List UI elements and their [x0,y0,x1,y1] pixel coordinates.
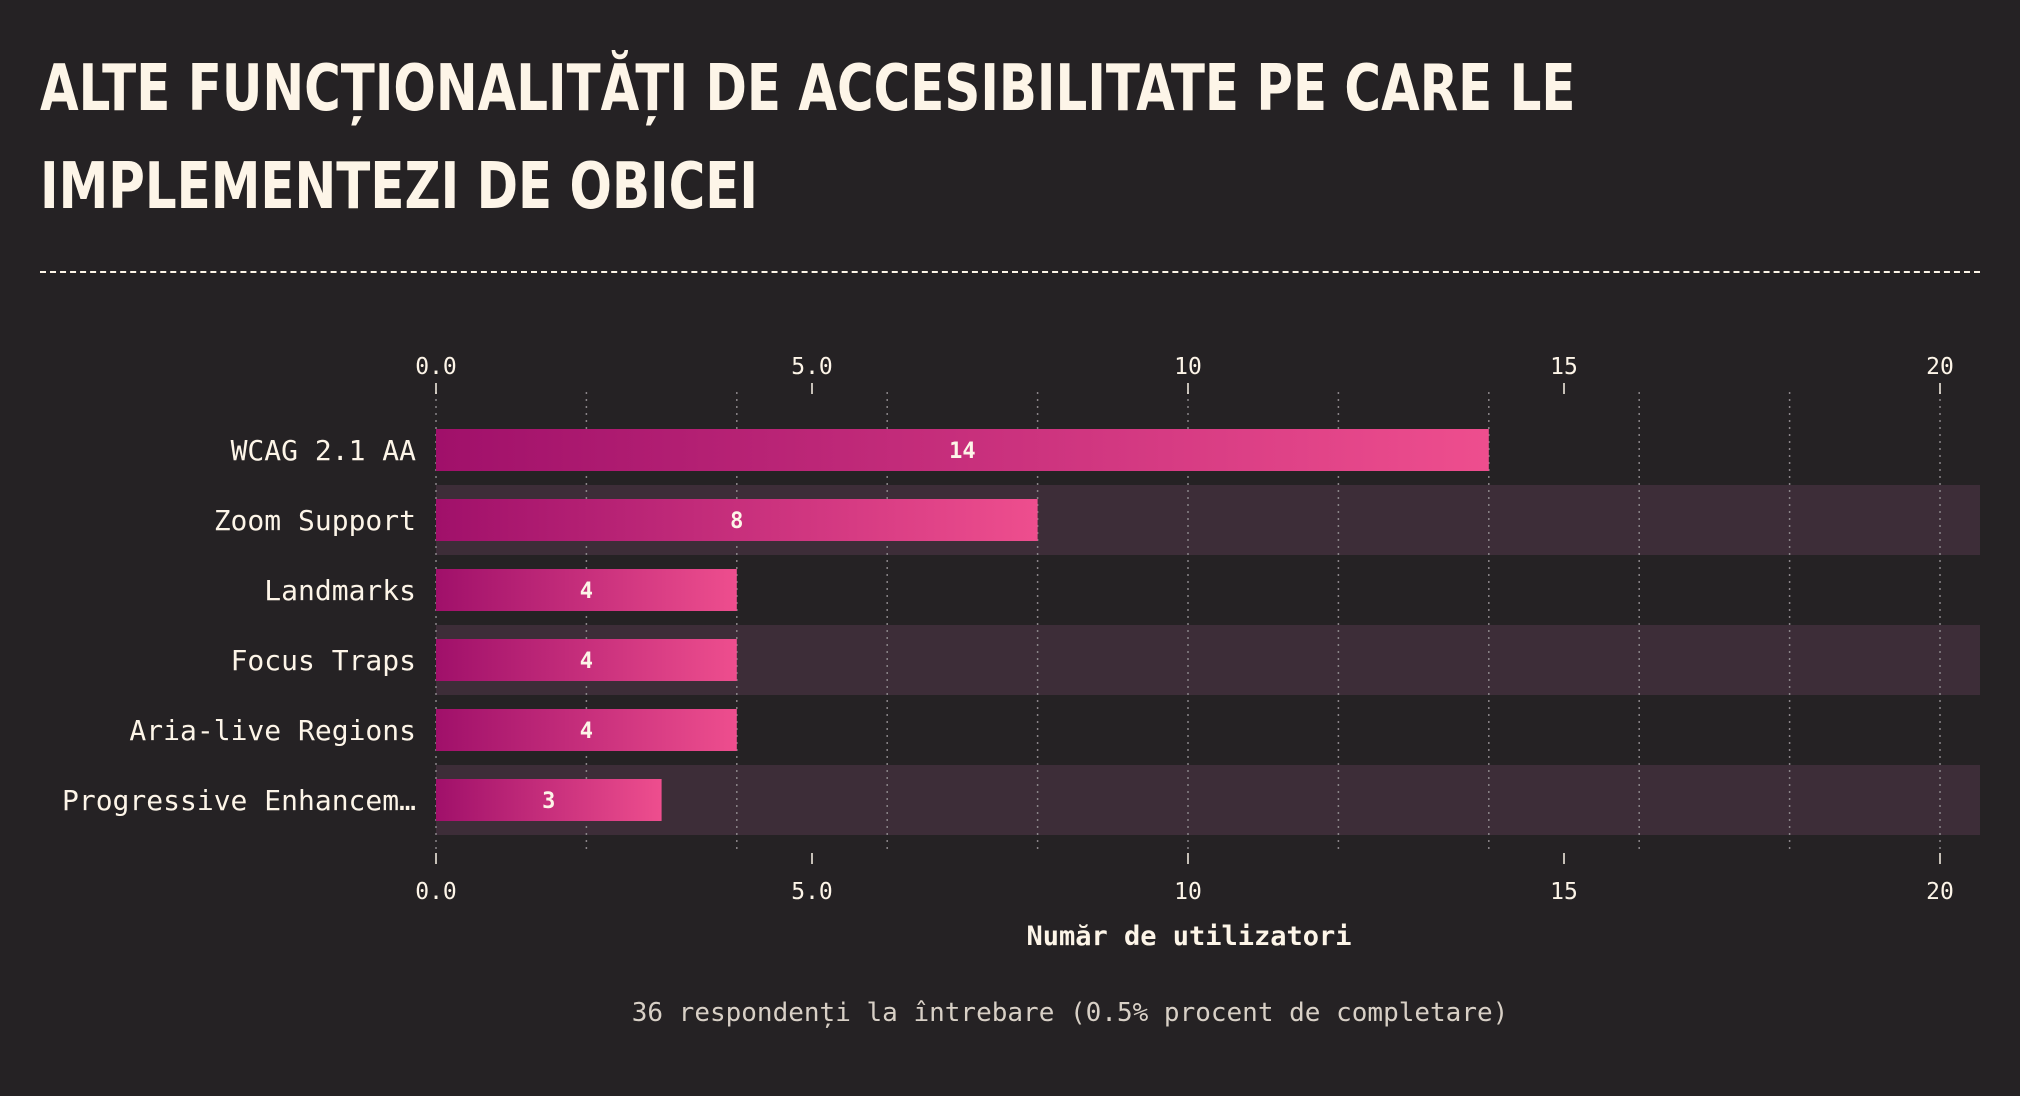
bar [436,569,737,611]
x-tick-label: 5.0 [791,354,833,380]
x-tick-label: 5.0 [791,879,833,905]
category-label: WCAG 2.1 AA [231,434,417,467]
x-axis-title: Număr de utilizatori [1026,921,1351,952]
x-tick-label: 20 [1926,879,1954,905]
category-label: Aria-live Regions [129,714,416,747]
x-tick-label: 10 [1174,354,1202,380]
x-tick-label: 0.0 [415,879,457,905]
x-tick-label: 10 [1174,879,1202,905]
bar [436,429,1489,471]
bar-value-label: 4 [580,579,593,604]
category-label: Progressive Enhancem… [62,784,416,817]
bar [436,709,737,751]
x-tick-label: 20 [1926,354,1954,380]
x-tick-label: 15 [1550,879,1578,905]
chart-title: Alte funcționalități de accesibilitate p… [40,52,1576,224]
bar [436,779,662,821]
bar-value-label: 14 [949,439,976,464]
x-axis-bottom: 0.0 5.0 10 15 20 [415,853,1954,905]
title-divider [40,271,1980,273]
response-caption: 36 respondenți la întrebare (0.5% procen… [631,998,1509,1028]
bar [436,499,1038,541]
bar-value-label: 4 [580,719,593,744]
bar-value-label: 3 [542,789,555,814]
category-label: Zoom Support [214,504,416,537]
bars: 14 8 4 4 4 3 [436,429,1489,821]
category-label: Focus Traps [231,644,416,677]
category-labels: WCAG 2.1 AA Zoom Support Landmarks Focus Tr… [62,434,416,817]
bar-value-label: 4 [580,649,593,674]
bar-value-label: 8 [730,509,743,534]
x-tick-label: 0.0 [415,354,457,380]
bar [436,639,737,681]
x-tick-label: 15 [1550,354,1578,380]
row-band [436,765,1980,835]
x-axis-top: 0.0 5.0 10 15 20 [415,354,1954,394]
category-label: Landmarks [264,574,416,607]
